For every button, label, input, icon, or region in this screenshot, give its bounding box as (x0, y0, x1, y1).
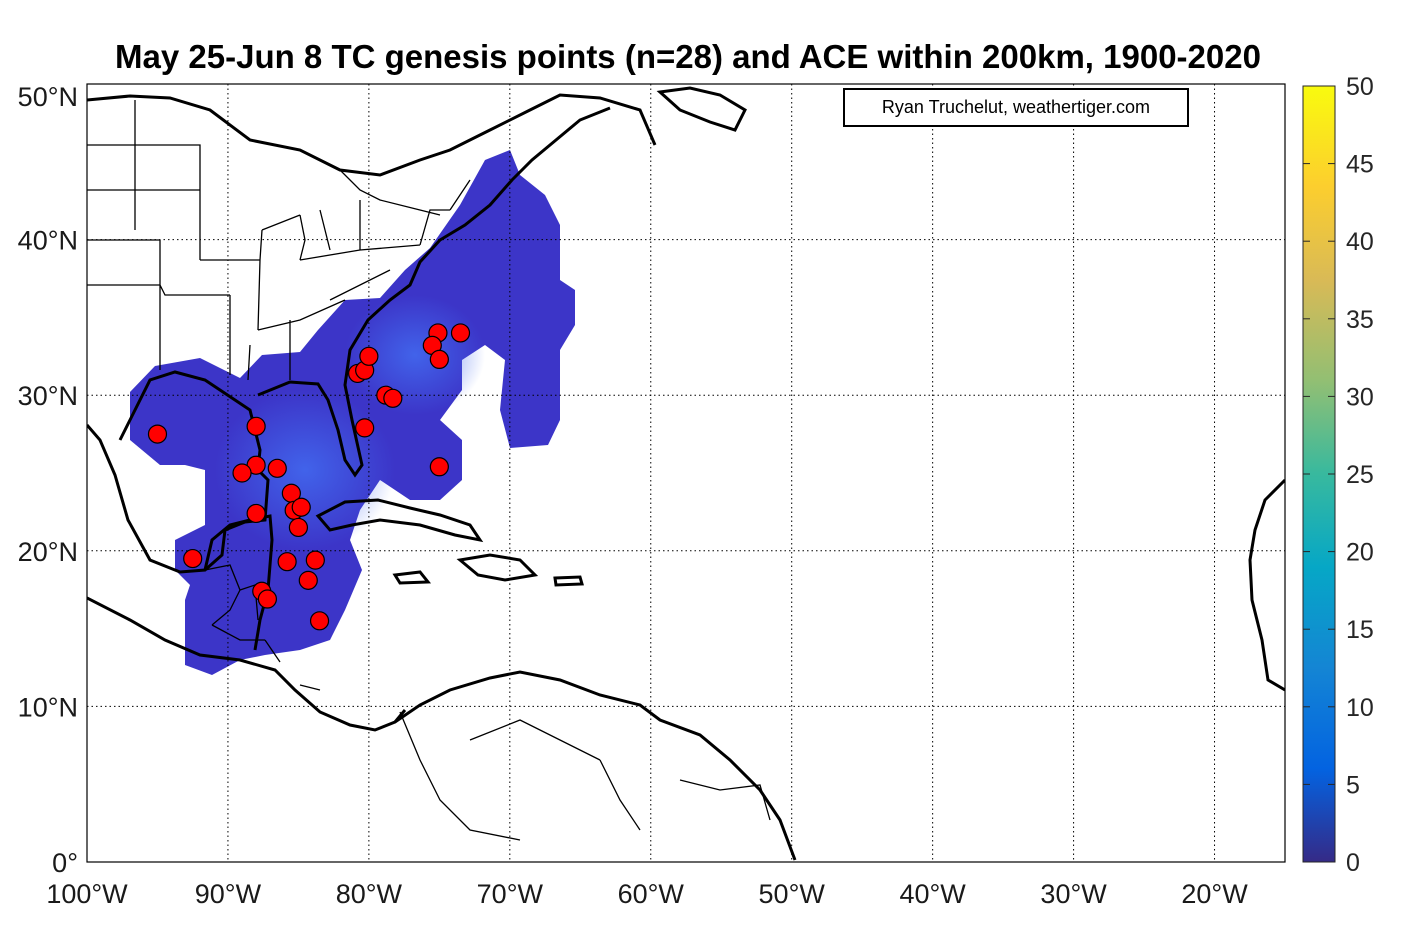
genesis-point (298, 570, 318, 590)
y-tick-label: 0° (52, 848, 78, 878)
hispaniola-coast (456, 553, 539, 582)
y-tick-label: 40°N (18, 226, 78, 256)
genesis-point (288, 517, 309, 538)
genesis-point (429, 349, 449, 370)
y-tick-label: 50°N (18, 82, 78, 112)
central-america-coast (87, 596, 407, 732)
coastlines (87, 86, 1285, 861)
genesis-point (246, 416, 266, 436)
genesis-point (309, 611, 330, 631)
genesis-point (246, 503, 266, 524)
genesis-point (305, 550, 325, 570)
genesis-point (147, 424, 168, 444)
colorbar-tick-label: 0 (1346, 849, 1360, 877)
cuba-coast (315, 498, 484, 543)
genesis-point (183, 548, 203, 569)
colorbar-tick-label: 50 (1346, 73, 1374, 101)
genesis-point (359, 346, 379, 366)
africa-coast (1248, 478, 1285, 692)
colorbar-tick-label: 30 (1346, 383, 1374, 411)
colorbar-tick-label: 40 (1346, 228, 1374, 256)
colorbar-tick-label: 10 (1346, 694, 1374, 722)
florida-coast (257, 106, 611, 478)
y-tick-label: 30°N (18, 381, 78, 411)
genesis-point (355, 418, 375, 438)
x-tick-label: 80°W (336, 879, 403, 909)
colorbar-tick-label: 15 (1346, 616, 1374, 644)
genesis-point (257, 589, 278, 609)
x-tick-label: 90°W (195, 879, 262, 909)
colorbar-tick-label: 35 (1346, 306, 1374, 334)
x-tick-label: 20°W (1181, 879, 1248, 909)
ace-region (130, 150, 575, 675)
colorbar-tick-label: 45 (1346, 151, 1374, 179)
y-tick-label: 10°N (18, 692, 78, 722)
jamaica-coast (392, 570, 432, 585)
x-tick-label: 50°W (759, 879, 826, 909)
canada-coast (87, 93, 657, 177)
x-tick-label: 60°W (618, 879, 685, 909)
x-tick-label: 100°W (46, 879, 128, 909)
map-title: May 25-Jun 8 TC genesis points (n=28) an… (115, 38, 1261, 75)
credit-text: Ryan Truchelut, weathertiger.com (881, 97, 1151, 117)
x-tick-label: 70°W (477, 879, 544, 909)
x-axis-ticks: 100°W 90°W 80°W 70°W 60°W 50°W 40°W 30°W 20°W (46, 879, 1248, 909)
genesis-point (267, 458, 287, 478)
colorbar-tick-label: 25 (1346, 461, 1374, 489)
colorbar-ticks: 0 5 10 15 20 25 30 35 40 45 50 (1303, 73, 1374, 877)
ace-core-atlantic (345, 295, 485, 415)
puerto-rico-coast (553, 575, 584, 587)
newfoundland-coast (656, 86, 747, 132)
genesis-point (232, 463, 252, 483)
x-tick-label: 30°W (1040, 879, 1107, 909)
yucatan-coast (203, 514, 274, 651)
y-axis-ticks: 0° 10°N 20°N 30°N 40°N 50°N (18, 82, 78, 878)
genesis-point (277, 552, 297, 572)
genesis-points (147, 323, 471, 631)
genesis-point (291, 497, 311, 517)
x-tick-label: 40°W (899, 879, 966, 909)
genesis-point (450, 323, 471, 343)
genesis-point (383, 388, 403, 408)
credit-box: Ryan Truchelut, weathertiger.com (843, 88, 1189, 127)
gridlines (87, 84, 1285, 862)
y-tick-label: 20°N (18, 537, 78, 567)
colorbar-tick-label: 20 (1346, 539, 1374, 567)
genesis-point (429, 457, 449, 477)
colorbar-tick-label: 5 (1346, 771, 1360, 799)
map-frame (86, 83, 1286, 863)
us-gulf-coast (87, 370, 270, 574)
